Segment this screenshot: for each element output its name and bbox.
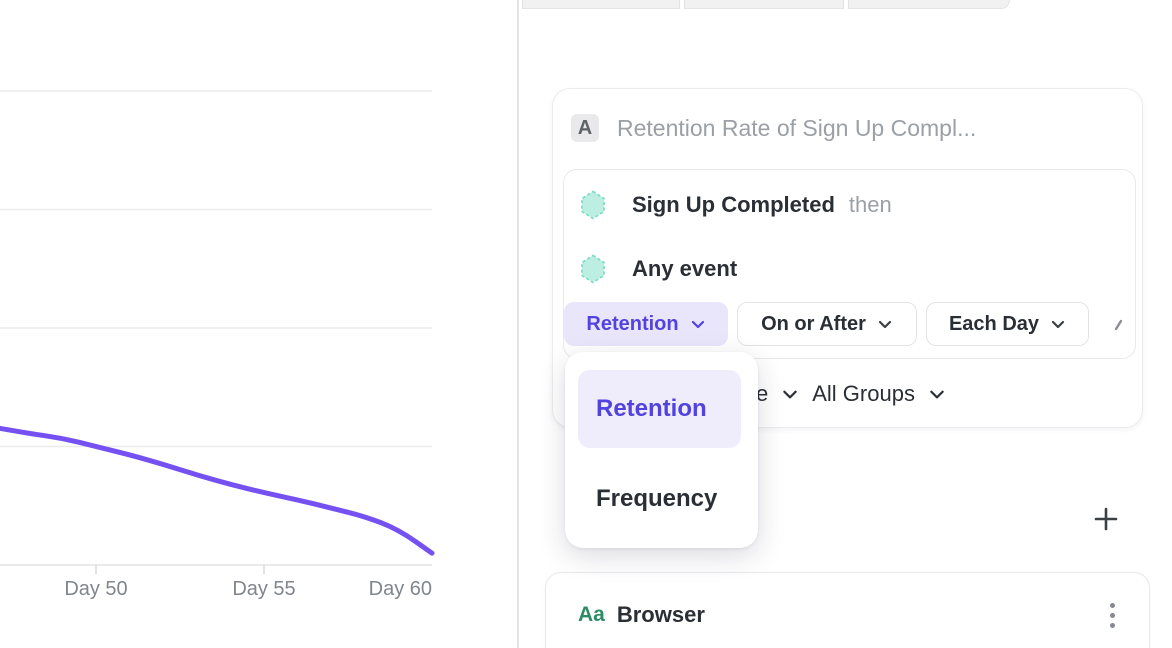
kebab-dot [1109, 622, 1115, 628]
metric-type-dropdown-menu: Retention Frequency [565, 352, 758, 548]
event-row[interactable]: Any event [580, 252, 1119, 286]
panel-divider [517, 0, 519, 648]
clipped-dropdown-label[interactable]: e [756, 381, 769, 406]
clipped-tab-segment[interactable] [684, 0, 844, 9]
segment-property-label: Browser [616, 602, 705, 627]
metric-badge: A [571, 114, 599, 142]
add-button[interactable] [1086, 499, 1126, 539]
segment-row: Aa Browser [578, 597, 1121, 633]
chevron-down-icon [930, 390, 944, 399]
x-axis-labels: Day 50 Day 55 Day 60 [0, 578, 517, 606]
chevron-down-icon [1051, 320, 1065, 329]
x-axis-label: Day 55 [232, 578, 296, 600]
dropdown-option-retention[interactable]: Retention [578, 370, 741, 448]
event-hexagon-icon [581, 190, 605, 220]
kebab-dot [1109, 602, 1115, 608]
event-hexagon-icon [581, 254, 605, 284]
dropdown-button-label: On or After [761, 312, 866, 335]
dropdown-button-label: Retention [586, 312, 679, 335]
event-row[interactable]: Sign Up Completed then [580, 188, 1119, 222]
all-groups-dropdown[interactable]: All Groups [812, 381, 915, 406]
chevron-down-icon [783, 390, 797, 399]
grouping-row: e All Groups [756, 361, 946, 427]
clipped-tab-segment[interactable] [522, 0, 680, 9]
each-day-dropdown-button[interactable]: Each Day [926, 302, 1089, 346]
plus-icon [1094, 507, 1118, 531]
more-options-button[interactable] [1097, 591, 1127, 639]
string-type-icon: Aa [578, 603, 605, 626]
event-name: Sign Up Completed [632, 192, 835, 217]
chevron-down-icon [878, 320, 892, 329]
metric-title-input[interactable]: Retention Rate of Sign Up Compl... [617, 114, 977, 141]
event-name: Any event [632, 256, 738, 281]
dropdown-option-frequency[interactable]: Frequency [596, 485, 718, 512]
x-axis-label: Day 60 [368, 578, 432, 600]
chevron-down-icon [691, 320, 704, 329]
retention-chart-panel: Day 50 Day 55 Day 60 [0, 0, 517, 648]
dropdown-button-label: Each Day [948, 312, 1040, 335]
clipped-handle-icon [1114, 319, 1123, 331]
event-suffix: then [848, 192, 892, 217]
retention-line-chart [0, 90, 435, 574]
event-definition-card: Sign Up Completed then Any event Retenti… [563, 169, 1136, 359]
kebab-dot [1109, 612, 1115, 618]
clipped-tab-segment[interactable] [848, 0, 1010, 9]
segment-card-browser[interactable]: Aa Browser [545, 572, 1150, 648]
metric-title-row: A Retention Rate of Sign Up Compl... [571, 113, 1124, 143]
retention-mode-dropdown-button[interactable]: Retention [564, 302, 728, 346]
metric-card-a: A Retention Rate of Sign Up Compl... Sig… [552, 88, 1143, 428]
on-or-after-dropdown-button[interactable]: On or After [737, 302, 917, 346]
x-axis-label: Day 50 [64, 578, 128, 600]
